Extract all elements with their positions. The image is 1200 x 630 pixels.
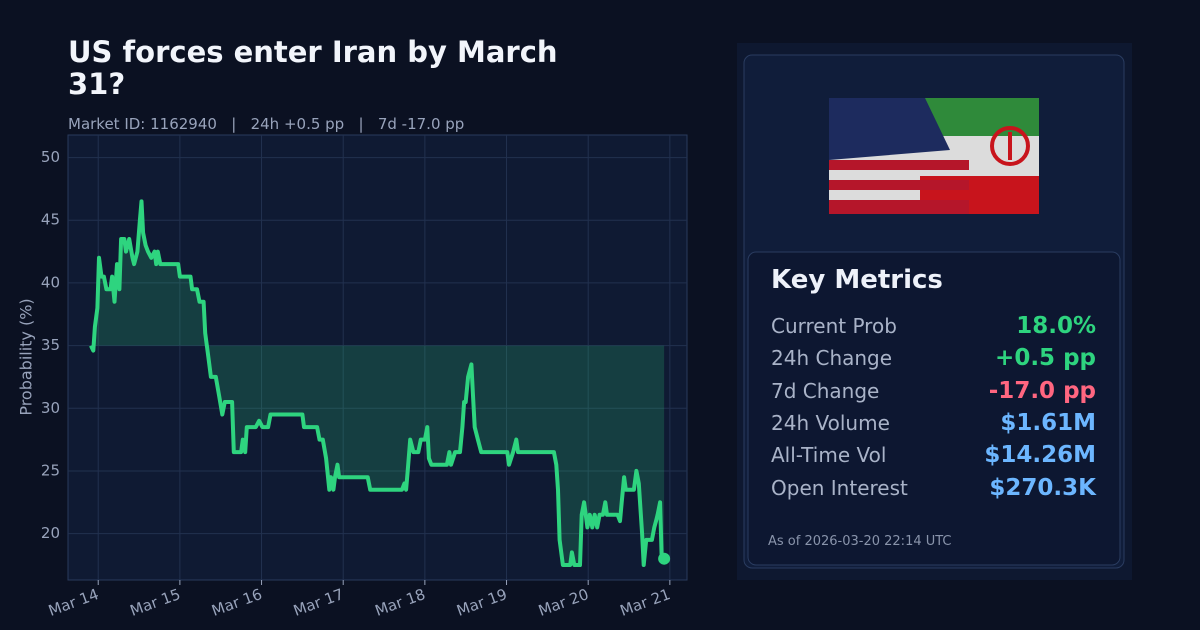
x-tick-label: Mar 19 [454,585,509,620]
metrics-card [747,251,1121,566]
metric-value: $14.26M [984,442,1096,469]
metric-row: Open Interest $270.3K [771,473,1096,503]
metric-label: Open Interest [771,475,908,500]
chart-title: US forces enter Iran by March 31? [68,35,558,101]
x-tick-label: Mar 14 [46,585,101,620]
x-tick-label: Mar 15 [128,585,183,620]
metric-value: $1.61M [1000,409,1096,436]
x-tick-label: Mar 18 [373,585,428,620]
chart-subtitle: Market ID: 1162940 | 24h +0.5 pp | 7d -1… [68,115,465,133]
y-tick-label: 30 [41,399,60,417]
metric-value: -17.0 pp [988,377,1096,404]
y-tick-label: 35 [41,336,60,354]
metric-value: +0.5 pp [995,345,1096,372]
y-axis-label: Probability (%) [17,298,36,415]
metric-label: 24h Volume [771,410,890,435]
metric-value: 18.0% [1016,313,1096,339]
flag-image [829,98,1039,214]
y-tick-label: 40 [41,273,60,291]
y-tick-label: 25 [41,461,60,479]
metric-label: All-Time Vol [771,443,887,468]
x-tick-label: Mar 21 [618,585,673,620]
metric-value: $270.3K [989,474,1096,501]
area-fill [90,201,665,565]
x-tick-label: Mar 17 [291,585,346,620]
x-tick-label: Mar 16 [209,585,264,620]
metric-label: Current Prob [771,314,897,338]
panel-heading: Key Metrics [771,265,943,295]
metric-row: 24h Volume $1.61M [771,408,1096,438]
metric-row: 24h Change +0.5 pp [771,343,1096,373]
metric-label: 7d Change [771,378,880,403]
x-tick-label: Mar 20 [536,585,591,620]
metric-row: 7d Change -17.0 pp [771,376,1096,406]
y-tick-label: 20 [41,524,60,542]
y-tick-label: 50 [41,148,60,166]
as-of: As of 2026-03-20 22:14 UTC [768,534,952,549]
metric-row: All-Time Vol $14.26M [771,440,1096,470]
end-marker [658,552,671,565]
metric-label: 24h Change [771,346,893,371]
metric-row: Current Prob 18.0% [771,311,1096,341]
line [89,199,665,567]
y-tick-label: 45 [41,211,60,229]
